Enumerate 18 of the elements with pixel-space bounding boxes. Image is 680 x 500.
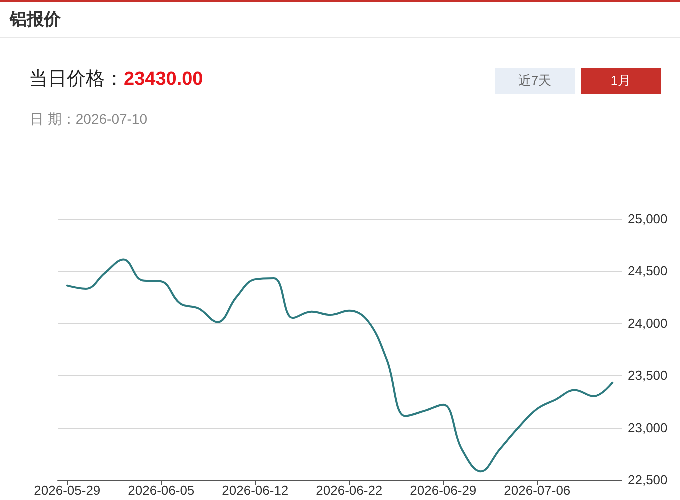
y-tick-label: 25,000	[628, 212, 668, 226]
x-tick-label: 2026-06-29	[410, 483, 477, 498]
x-tick-label: 2026-06-05	[128, 483, 195, 498]
y-tick-label: 23,000	[628, 420, 668, 436]
x-tick-label: 2026-05-29	[34, 483, 101, 498]
y-tick-label: 24,500	[628, 264, 668, 279]
x-tick-label: 2026-07-06	[504, 483, 571, 498]
chart-subtitle: 当日价格：23430.00	[29, 69, 204, 90]
x-tick-label: 2026-06-12	[222, 483, 289, 498]
button: 近7天	[495, 68, 575, 94]
line-series	[66, 258, 614, 473]
y-tick-label: 24,000	[628, 316, 668, 331]
y-tick-label: 23,500	[628, 368, 668, 384]
button: 1月	[581, 68, 661, 94]
text: 日 期：2026-07-10	[30, 110, 148, 128]
y-tick-label: 22,500	[628, 472, 668, 488]
x-tick-label: 2026-06-22	[316, 483, 383, 498]
chart-title: 铝报价	[10, 10, 61, 30]
